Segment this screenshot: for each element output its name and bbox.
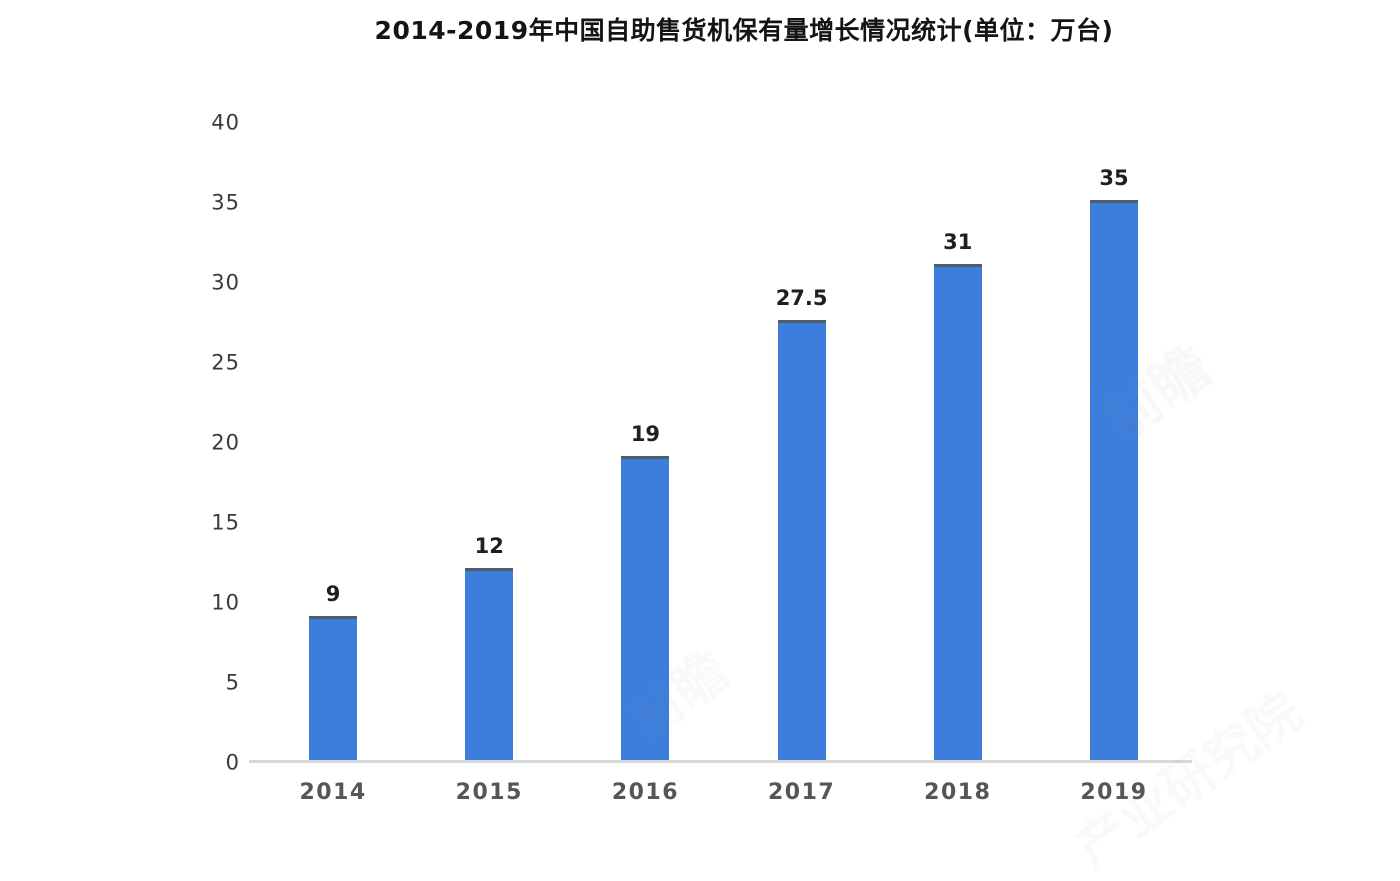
y-tick-label: 0 [225,750,240,775]
plot-area: 0 5 10 15 20 25 30 35 40 9 2014 12 2015 19 2016 27.5 20… [211,112,1192,804]
y-tick-label: 30 [211,270,240,295]
bar-group: 9 2014 [255,123,411,804]
bar-group: 19 2016 [567,123,723,804]
x-tick-label: 2017 [767,780,836,805]
chart-canvas: 2014-2019年中国自助售货机保有量增长情况统计(单位：万台) 0 5 10 15… [211,16,1192,804]
y-tick-label: 20 [211,430,240,455]
bar-2016 [621,456,670,761]
y-tick-label: 35 [211,190,240,215]
y-tick-label: 15 [211,510,240,535]
bar-value-label: 27.5 [775,286,828,310]
bar-2019 [1089,200,1138,761]
y-tick-label: 25 [211,350,240,375]
bar-2015 [465,568,514,761]
bar-value-label: 12 [474,534,504,558]
bar-value-label: 31 [943,230,973,254]
x-tick-label: 2019 [1080,780,1148,805]
bar-2017 [777,320,826,761]
bar-value-label: 19 [630,422,661,446]
bar-group: 31 2018 [880,123,1036,804]
bar-2014 [309,616,358,761]
bar-value-label: 9 [325,582,341,606]
chart-title: 2014-2019年中国自助售货机保有量增长情况统计(单位：万台) [374,16,1114,45]
x-tick-label: 2015 [455,780,523,805]
bar-2018 [933,264,982,761]
y-tick-label: 5 [225,670,240,695]
bar-group: 12 2015 [411,123,567,804]
y-axis: 0 5 10 15 20 25 30 35 40 [211,112,1192,773]
x-tick-label: 2014 [299,780,367,805]
bar-group: 27.5 2017 [724,123,880,804]
bar-value-label: 35 [1099,166,1129,190]
y-tick-label: 10 [211,590,240,615]
x-tick-label: 2018 [924,780,992,805]
x-tick-label: 2016 [611,780,680,805]
y-tick-label: 40 [211,110,240,135]
bars-row: 9 2014 12 2015 19 2016 27.5 2017 31 2018 35 2019 [255,123,1192,804]
x-axis-line [249,760,1192,763]
bar-group: 35 2019 [1036,123,1192,804]
